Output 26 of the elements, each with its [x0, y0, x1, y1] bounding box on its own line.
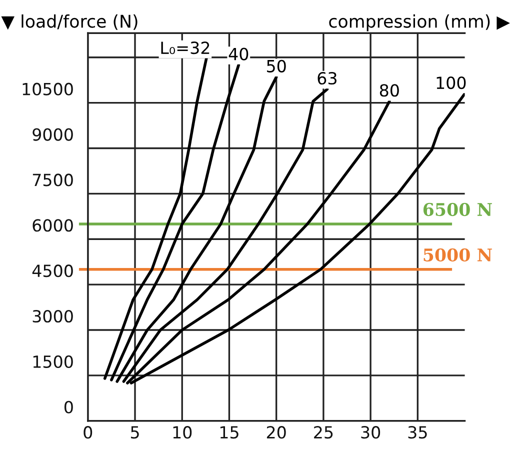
x-tick-label: 5	[130, 426, 139, 439]
x-tick-label: 35	[408, 426, 427, 439]
y-tick-label: 3000	[32, 310, 73, 323]
x-tick-label: 20	[266, 426, 286, 439]
y-tick-label: 1500	[33, 355, 73, 368]
x-tick-label: 0	[84, 426, 92, 439]
x-tick-label: 25	[314, 426, 333, 439]
series-label: 40	[228, 48, 248, 60]
ref-line-label: 5000 N	[424, 248, 492, 262]
y-tick-label: 9000	[32, 128, 73, 141]
x-tick-label: 30	[361, 426, 380, 439]
y-tick-label: 0	[64, 400, 73, 414]
series-label: 80	[380, 84, 399, 97]
ref-line-label: 6500 N	[423, 202, 492, 216]
y-axis-title: ▼ load/force (N)	[1, 14, 138, 30]
series-label: 63	[318, 72, 336, 85]
y-tick-label: 10500	[22, 82, 73, 96]
x-tick-label: 10	[173, 426, 192, 439]
x-tick-label: 15	[220, 426, 238, 439]
series-label: 100	[436, 76, 466, 90]
y-tick-label: 6000	[32, 219, 73, 232]
series-label: 50	[267, 60, 286, 72]
y-tick-label: 7500	[32, 174, 73, 186]
x-axis-title: compression (mm) ▶	[329, 14, 510, 32]
y-tick-label: 4500	[32, 264, 73, 278]
series-label: L₀=32	[161, 42, 210, 54]
